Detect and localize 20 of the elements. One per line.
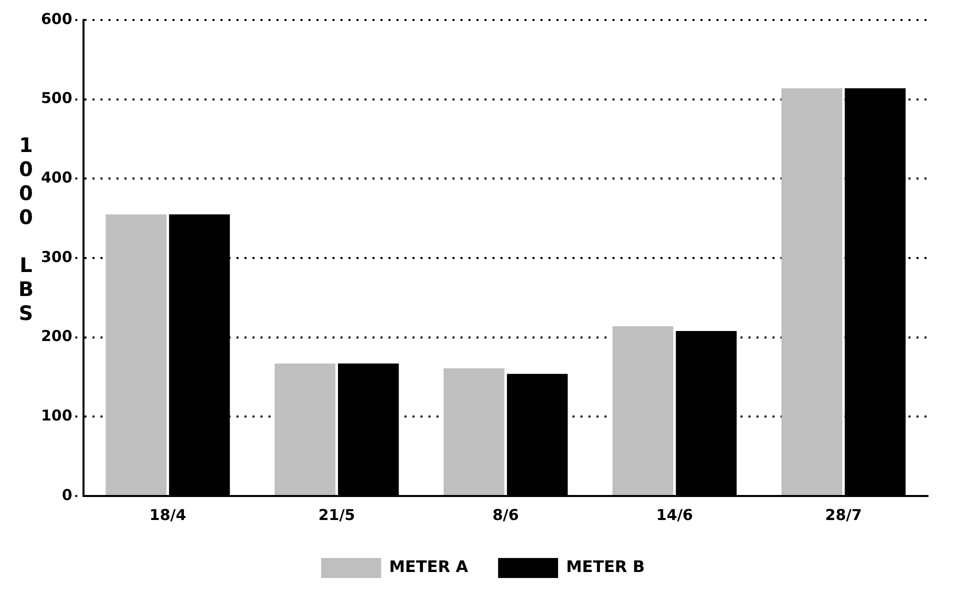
y-tick-label: 600 bbox=[41, 10, 72, 28]
y-tick-label: 400 bbox=[41, 168, 72, 187]
y-tick-label: 300 bbox=[41, 248, 72, 266]
y-tick-label: 500 bbox=[41, 89, 72, 108]
x-tick-label: 18/4 bbox=[149, 506, 186, 524]
x-tick-label: 14/6 bbox=[656, 506, 693, 524]
y-tick-label: 100 bbox=[41, 406, 72, 425]
x-tick-label: 28/7 bbox=[825, 506, 862, 524]
y-tick-label: 0 bbox=[62, 486, 72, 504]
bar bbox=[106, 214, 167, 495]
y-tick-label: 200 bbox=[41, 327, 72, 346]
x-tick-label: 8/6 bbox=[492, 506, 519, 524]
legend-label: METER B bbox=[566, 557, 645, 576]
bar bbox=[444, 368, 504, 495]
y-axis-title: 1000 LBS bbox=[13, 132, 38, 325]
bar bbox=[781, 88, 842, 495]
bar bbox=[612, 326, 674, 495]
legend-label: METER A bbox=[389, 557, 469, 576]
x-tick-label: 21/5 bbox=[318, 506, 356, 524]
bar bbox=[274, 364, 336, 495]
